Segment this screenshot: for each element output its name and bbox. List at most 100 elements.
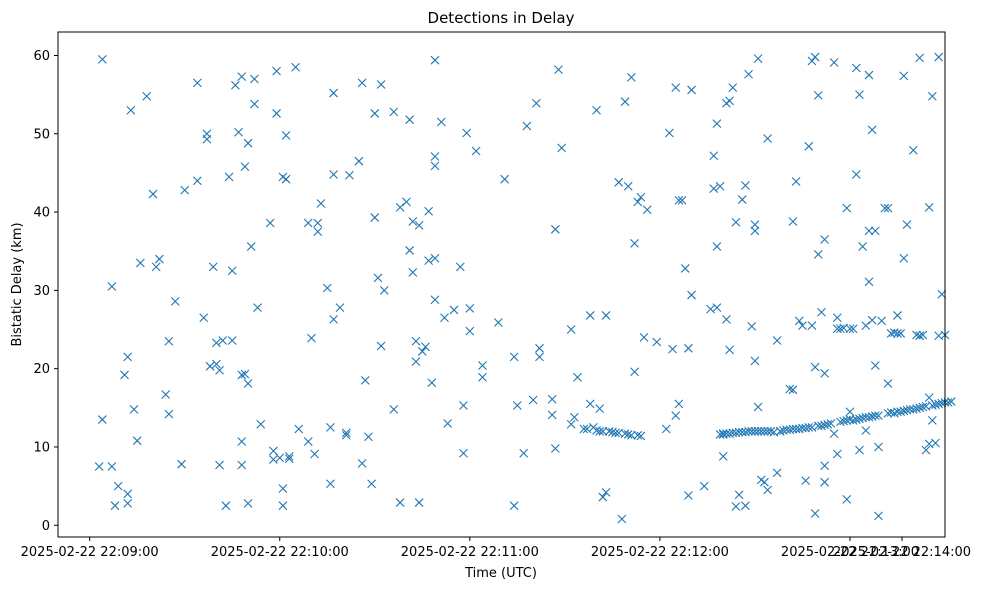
data-point xyxy=(243,498,253,508)
data-point xyxy=(566,325,576,334)
data-point xyxy=(243,379,253,388)
data-point xyxy=(281,130,291,140)
data-point xyxy=(864,226,874,236)
data-point xyxy=(931,438,940,448)
data-point xyxy=(674,195,684,205)
data-point xyxy=(256,419,266,429)
data-point xyxy=(531,98,541,108)
data-point xyxy=(459,401,468,410)
data-point xyxy=(376,341,386,351)
data-point xyxy=(899,71,909,81)
plot-frame xyxy=(57,31,946,538)
data-point xyxy=(585,311,595,320)
data-point xyxy=(722,314,731,324)
data-point xyxy=(741,501,750,511)
data-point xyxy=(623,181,633,191)
data-point xyxy=(684,491,693,500)
data-point xyxy=(161,390,171,399)
data-point xyxy=(455,262,465,272)
data-point xyxy=(566,419,576,429)
data-point xyxy=(810,362,820,372)
data-point xyxy=(861,426,871,435)
data-point xyxy=(408,267,418,277)
data-point xyxy=(772,468,782,478)
data-point xyxy=(801,476,811,486)
data-point xyxy=(414,498,424,507)
data-point xyxy=(848,324,858,334)
data-point xyxy=(595,426,605,436)
data-point xyxy=(886,329,896,338)
data-point xyxy=(170,296,180,306)
data-point xyxy=(436,117,446,127)
data-point xyxy=(465,303,475,313)
x-tick-label: 2025-02-22 22:13:00 xyxy=(781,545,919,560)
data-point xyxy=(284,451,294,461)
data-point xyxy=(550,224,560,234)
data-point xyxy=(180,185,190,195)
data-point xyxy=(671,83,681,92)
data-point xyxy=(113,481,123,491)
data-point xyxy=(227,266,237,276)
data-point xyxy=(237,437,247,446)
data-point xyxy=(709,151,719,161)
data-point xyxy=(883,408,893,418)
data-point xyxy=(807,321,817,330)
data-point xyxy=(364,432,373,442)
data-point xyxy=(341,428,351,438)
data-point xyxy=(823,419,833,429)
data-point xyxy=(626,430,636,440)
data-point xyxy=(411,336,421,346)
data-point xyxy=(845,324,855,334)
data-point xyxy=(237,460,247,470)
data-point xyxy=(652,337,662,347)
data-point xyxy=(677,195,687,205)
data-point xyxy=(766,426,776,436)
data-point xyxy=(880,203,890,213)
data-point xyxy=(373,273,383,283)
y-tick-label: 10 xyxy=(33,440,50,455)
data-point xyxy=(411,357,421,367)
data-point xyxy=(788,217,798,226)
data-point xyxy=(310,449,319,459)
data-point xyxy=(535,352,544,362)
data-point xyxy=(804,141,814,151)
data-point xyxy=(522,121,532,131)
data-point xyxy=(253,303,262,312)
x-tick-label: 2025-02-22 22:10:00 xyxy=(211,545,349,560)
data-point xyxy=(303,437,313,446)
data-point xyxy=(687,290,696,300)
data-point xyxy=(633,197,643,207)
data-point xyxy=(430,253,440,263)
data-point xyxy=(870,361,880,370)
data-point xyxy=(459,448,468,458)
data-point xyxy=(820,461,830,471)
data-point xyxy=(272,109,281,118)
data-point xyxy=(864,277,874,287)
data-point xyxy=(329,88,338,98)
data-point xyxy=(883,203,893,213)
data-point xyxy=(750,220,760,229)
data-point xyxy=(427,378,437,388)
data-point xyxy=(278,484,288,493)
data-point xyxy=(934,331,944,341)
x-tick-label: 2025-02-22 22:09:00 xyxy=(21,545,159,560)
data-point xyxy=(699,481,709,491)
data-point xyxy=(874,411,883,421)
data-point xyxy=(291,62,300,72)
data-point xyxy=(636,192,646,202)
data-point xyxy=(246,242,256,251)
data-point xyxy=(775,426,785,436)
data-point xyxy=(341,430,351,440)
data-point xyxy=(243,138,253,148)
data-point xyxy=(810,509,820,518)
data-point xyxy=(756,426,766,436)
data-point xyxy=(665,128,674,138)
data-point xyxy=(509,501,519,511)
data-point xyxy=(741,181,750,190)
data-point xyxy=(896,329,906,338)
data-point xyxy=(760,426,769,436)
data-point xyxy=(867,315,877,325)
data-point xyxy=(893,311,902,320)
data-point xyxy=(725,96,734,106)
data-point xyxy=(97,415,107,424)
